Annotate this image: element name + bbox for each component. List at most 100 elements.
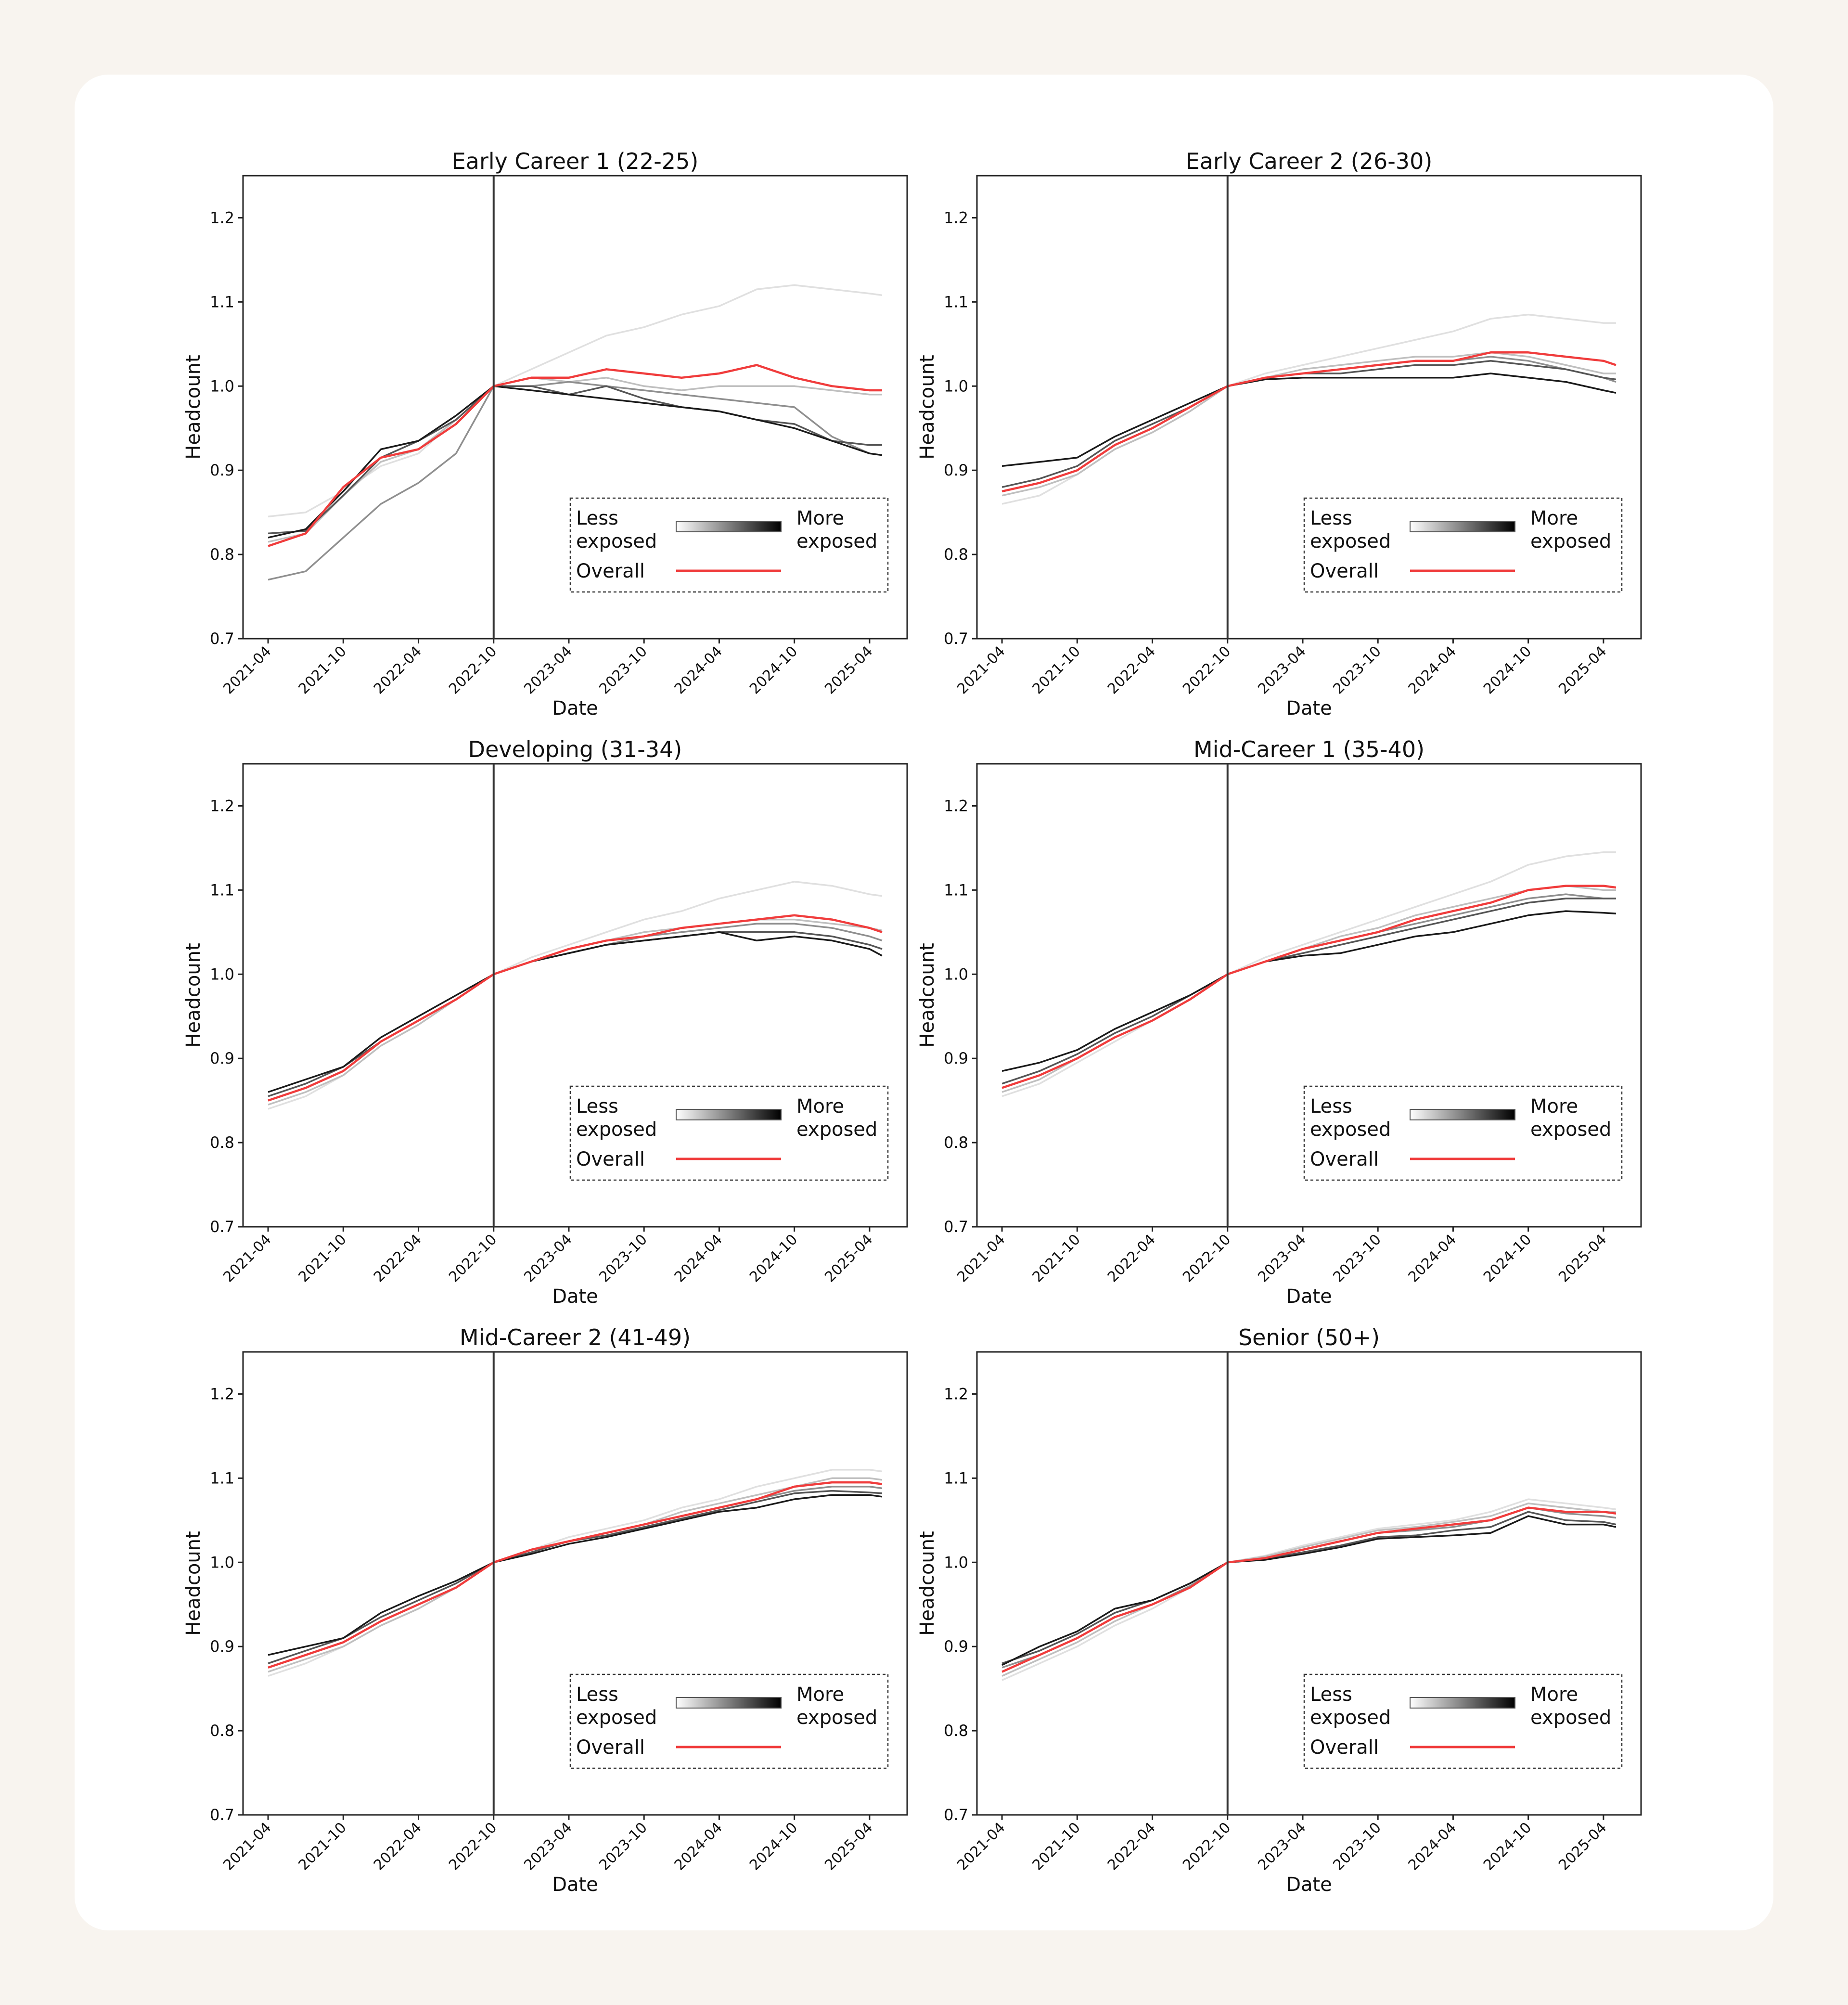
x-axis-label: Date [1286, 1874, 1332, 1896]
legend-overall-label: Overall [576, 560, 645, 582]
y-tick-label: 0.7 [944, 1218, 968, 1236]
y-tick-label: 1.2 [210, 1385, 234, 1403]
y-tick-label: 1.0 [210, 965, 234, 983]
x-tick-label: 2023-04 [1255, 643, 1309, 697]
x-tick-label: 2023-10 [1330, 1819, 1384, 1874]
x-tick-label: 2021-10 [1029, 643, 1084, 697]
legend: Less exposed More exposed Overall [569, 1673, 889, 1769]
y-tick-label: 0.8 [210, 1133, 234, 1152]
legend-overall-label: Overall [576, 1148, 645, 1170]
x-tick-label: 2022-10 [1180, 1819, 1234, 1874]
figure-card: Early Career 1 (22-25) 0.7 0.8 0.9 1.0 1.1 1.2… [75, 75, 1773, 1930]
y-axis-label: Headcount [182, 943, 205, 1047]
x-tick-label: 2021-04 [954, 643, 1008, 697]
y-tick-label: 0.7 [944, 1806, 968, 1824]
legend-box [569, 1673, 889, 1769]
y-tick-label: 0.7 [210, 630, 234, 648]
legend-more-exposed-label: More exposed [796, 507, 877, 553]
legend-box [1303, 1085, 1623, 1181]
y-axis-label: Headcount [916, 1531, 938, 1635]
x-tick-label: 2022-10 [446, 1819, 500, 1874]
legend-exposure-gradient [1410, 1109, 1515, 1120]
x-tick-label: 2021-04 [220, 643, 274, 697]
legend: Less exposed More exposed Overall [569, 1085, 889, 1181]
legend: Less exposed More exposed Overall [1303, 497, 1623, 593]
legend-more-exposed-label: More exposed [1530, 1684, 1611, 1729]
legend-less-exposed-label: Less exposed [576, 1095, 657, 1141]
series-line-overall [1001, 351, 1617, 493]
x-tick-label: 2022-04 [371, 1231, 425, 1285]
series-line-q2 [1001, 351, 1616, 497]
series-line-overall [268, 914, 883, 1102]
series-line-q3 [268, 923, 883, 1102]
x-tick-label: 2023-10 [596, 1819, 650, 1874]
legend-more-exposed-label: More exposed [796, 1684, 877, 1729]
chart-figure: Early Career 1 (22-25) 0.7 0.8 0.9 1.0 1.1 1.2… [182, 148, 1642, 1896]
legend-exposure-gradient [676, 521, 782, 532]
series-line-q2 [268, 1477, 883, 1673]
x-tick-label: 2022-10 [446, 1231, 500, 1285]
x-tick-label: 2021-04 [954, 1231, 1008, 1285]
panel-6: Senior (50+) 0.7 0.8 0.9 1.0 1.1 1.2 2021-04 202… [916, 1324, 1642, 1896]
series-line-overall [268, 1481, 883, 1669]
x-axis-label: Date [552, 1285, 598, 1308]
x-tick-label: 2024-10 [1480, 1231, 1535, 1285]
x-tick-label: 2021-10 [1029, 1819, 1084, 1874]
series-line-q4 [268, 385, 882, 535]
x-tick-label: 2025-04 [1555, 1231, 1610, 1285]
x-tick-label: 2022-04 [371, 643, 425, 697]
legend-less-exposed-label: Less exposed [1310, 1684, 1391, 1729]
legend: Less exposed More exposed Overall [1303, 1673, 1623, 1769]
x-axis-label: Date [552, 697, 598, 720]
x-tick-label: 2024-10 [1480, 1819, 1535, 1874]
x-tick-label: 2022-10 [446, 643, 500, 697]
plot-frame [242, 175, 908, 640]
x-tick-label: 2022-04 [1104, 1819, 1159, 1874]
series-line-q4 [1001, 360, 1617, 488]
x-tick-label: 2024-10 [746, 643, 801, 697]
series-line-q5 [268, 1494, 883, 1656]
series-line-overall [268, 364, 882, 547]
legend-less-exposed-label: Less exposed [1310, 1095, 1391, 1141]
panel-title: Senior (50+) [1238, 1324, 1380, 1350]
series-line-q4 [268, 931, 883, 1097]
series-line-q1 [1001, 313, 1616, 505]
legend-less-exposed-label: Less exposed [576, 1684, 657, 1729]
plot-frame [976, 175, 1642, 640]
x-tick-label: 2025-04 [821, 1231, 876, 1285]
legend-more-exposed-label: More exposed [1530, 507, 1611, 553]
legend-box [1303, 497, 1623, 593]
series-line-q5 [1001, 910, 1617, 1072]
x-tick-label: 2023-10 [1330, 1231, 1384, 1285]
x-tick-label: 2022-04 [1104, 1231, 1159, 1285]
y-axis-label: Headcount [182, 1531, 205, 1635]
plot-frame [242, 763, 908, 1228]
x-tick-label: 2025-04 [1555, 643, 1610, 697]
legend-box [1303, 1673, 1623, 1769]
panel-title: Early Career 1 (22-25) [452, 148, 699, 174]
y-tick-label: 0.7 [944, 630, 968, 648]
x-tick-label: 2023-04 [521, 643, 575, 697]
x-tick-label: 2024-04 [671, 1231, 726, 1285]
x-tick-label: 2023-04 [1255, 1231, 1309, 1285]
series-line-q3 [268, 381, 883, 581]
y-tick-label: 1.0 [944, 377, 968, 395]
plot-frame [976, 1351, 1642, 1816]
y-tick-label: 1.1 [944, 881, 968, 899]
x-tick-label: 2023-10 [1330, 643, 1384, 697]
x-tick-label: 2021-04 [220, 1231, 274, 1285]
panel-title: Developing (31-34) [468, 736, 682, 762]
x-tick-label: 2024-04 [1405, 1231, 1460, 1285]
series-line-q4 [268, 1490, 883, 1664]
x-tick-label: 2021-04 [220, 1819, 274, 1874]
y-tick-label: 1.2 [210, 797, 234, 815]
panel-3: Developing (31-34) 0.7 0.8 0.9 1.0 1.1 1.2 2021… [182, 736, 908, 1308]
panel-title: Early Career 2 (26-30) [1186, 148, 1433, 174]
series-line-q4 [1001, 1511, 1617, 1664]
x-tick-label: 2021-10 [295, 643, 350, 697]
legend-overall-label: Overall [1310, 1148, 1379, 1170]
y-tick-label: 1.2 [210, 208, 234, 227]
x-tick-label: 2021-10 [295, 1231, 350, 1285]
y-tick-label: 1.1 [944, 293, 968, 311]
y-tick-label: 1.2 [944, 1385, 968, 1403]
